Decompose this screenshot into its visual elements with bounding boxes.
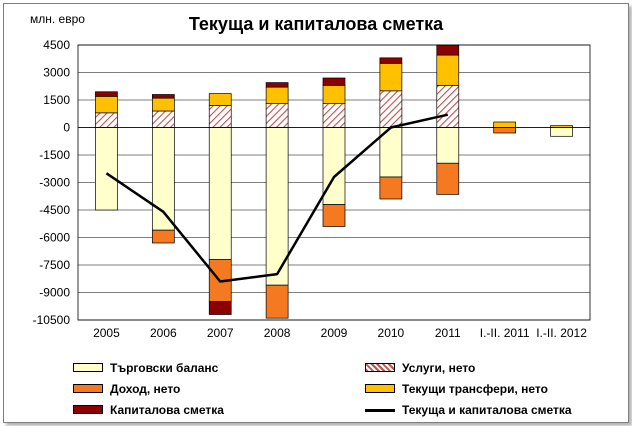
y-tick-label: 4500 bbox=[43, 38, 70, 52]
x-tick-label: 2007 bbox=[207, 326, 234, 340]
x-tick-label: 2006 bbox=[150, 326, 177, 340]
bar-segment-income bbox=[436, 162, 460, 195]
bar-segment-trade bbox=[436, 127, 460, 164]
bar-segment-capital bbox=[151, 94, 175, 99]
bar-segment-capital bbox=[208, 301, 232, 315]
y-tick-label: -7500 bbox=[39, 258, 70, 272]
bar-segment-transfers bbox=[265, 86, 289, 105]
y-tick-label: -3000 bbox=[39, 176, 70, 190]
chart-title: Текуща и капиталова сметка bbox=[188, 14, 444, 34]
bar-segment-income bbox=[379, 176, 403, 200]
bar-segment-trade bbox=[550, 127, 573, 137]
legend-swatch bbox=[73, 405, 103, 414]
y-tick-label: -1500 bbox=[39, 148, 70, 162]
x-tick-label: 2008 bbox=[264, 326, 291, 340]
bar-segment-services bbox=[322, 103, 346, 128]
bar-segment-transfers bbox=[493, 121, 517, 128]
bar-segment-transfers bbox=[208, 93, 232, 106]
bar-segment-services bbox=[379, 90, 403, 128]
x-tick-label: 2009 bbox=[321, 326, 348, 340]
bar-segment-capital bbox=[265, 82, 289, 88]
x-tick-label: 2011 bbox=[435, 326, 461, 340]
bar-segment-capital bbox=[322, 77, 346, 86]
y-tick-label: -4500 bbox=[39, 203, 70, 217]
bar-segment-transfers bbox=[95, 95, 118, 114]
bar-segment-services bbox=[265, 103, 289, 128]
x-tick-label: I.-II. 2011 bbox=[480, 326, 530, 340]
legend-swatch bbox=[73, 384, 103, 393]
bar-segment-transfers bbox=[151, 97, 175, 112]
y-tick-label: 1500 bbox=[43, 93, 70, 107]
bar-segment-services bbox=[95, 112, 118, 128]
bar-segment-services bbox=[436, 84, 460, 128]
legend-label: Търговски баланс bbox=[110, 361, 219, 375]
bar-segment-income bbox=[151, 229, 175, 244]
y-tick-label: -10500 bbox=[33, 313, 71, 327]
bar-segment-capital bbox=[379, 57, 403, 64]
legend-swatch-line bbox=[365, 409, 395, 412]
bar-segment-income bbox=[493, 127, 517, 134]
bar-segment-services bbox=[151, 110, 175, 128]
bar-segment-capital bbox=[436, 44, 460, 56]
bar-segment-trade bbox=[95, 127, 118, 211]
x-tick-label: I.-II. 2012 bbox=[536, 326, 587, 340]
bar-segment-trade bbox=[208, 127, 232, 260]
bar-segment-income bbox=[265, 284, 289, 319]
bar-segment-income bbox=[322, 204, 346, 227]
y-tick-label: 3000 bbox=[43, 66, 70, 80]
legend-label: Услуги, нето bbox=[402, 361, 476, 375]
legend-label: Текуща и капиталова сметка bbox=[402, 403, 572, 417]
legend-label: Капиталова сметка bbox=[110, 403, 224, 417]
y-tick-label: -9000 bbox=[39, 286, 70, 300]
legend-label: Текущи трансфери, нето bbox=[402, 382, 548, 396]
legend-label: Доход, нето bbox=[110, 382, 181, 396]
bar-segment-capital bbox=[95, 91, 118, 97]
chart-frame bbox=[3, 3, 629, 423]
plot-border bbox=[77, 44, 591, 321]
bar-segment-transfers bbox=[379, 62, 403, 92]
bar-segment-trade bbox=[151, 127, 175, 231]
legend-swatch bbox=[365, 384, 395, 393]
bar-segment-transfers bbox=[436, 54, 460, 86]
unit-label: млн. евро bbox=[30, 12, 85, 26]
y-tick-label: -6000 bbox=[39, 231, 70, 245]
bar-segment-services bbox=[208, 105, 232, 128]
legend-swatch bbox=[365, 363, 395, 372]
legend-swatch bbox=[73, 363, 103, 372]
bar-segment-transfers bbox=[322, 84, 346, 105]
x-tick-label: 2005 bbox=[93, 326, 120, 340]
x-tick-label: 2010 bbox=[378, 326, 405, 340]
bar-segment-trade bbox=[322, 127, 346, 205]
y-tick-label: 0 bbox=[63, 121, 70, 135]
